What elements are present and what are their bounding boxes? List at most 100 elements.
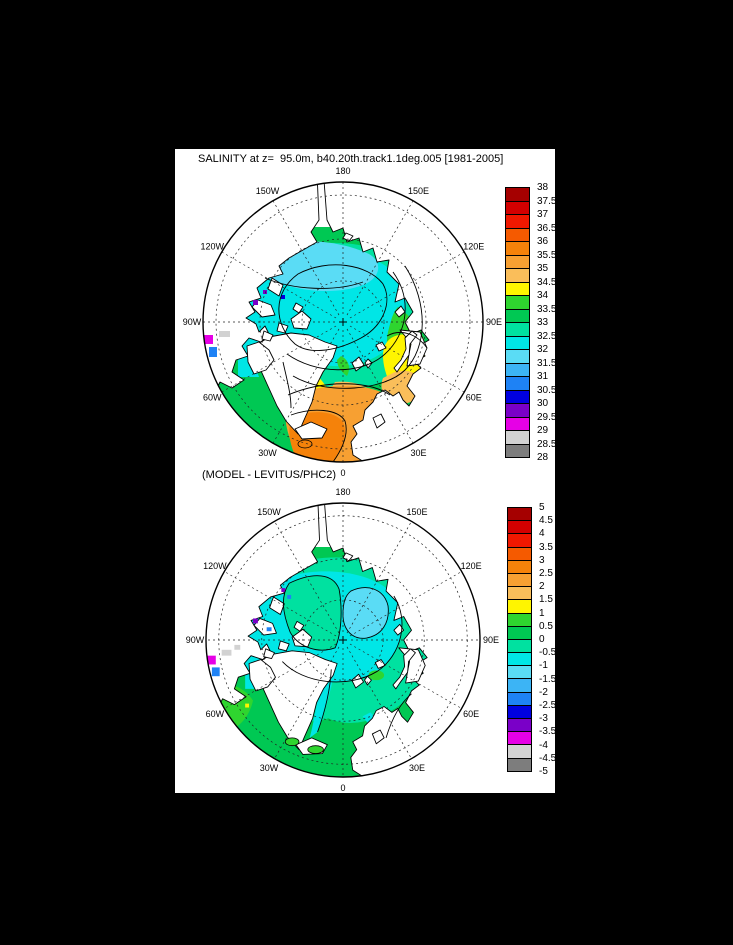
colorbar-box	[505, 416, 530, 431]
anomaly-spot	[221, 649, 232, 656]
colorbar-box	[507, 652, 532, 667]
coastline	[342, 552, 354, 562]
longitude-label: 0	[340, 468, 345, 478]
colorbar-box	[505, 241, 530, 256]
coastline	[392, 648, 416, 690]
colorbar-tick-label: 31.5	[537, 357, 557, 369]
colorbar-tick-label: 32	[537, 344, 549, 355]
colorbar-box	[507, 665, 532, 680]
contour-line	[264, 277, 364, 289]
contour-loop	[307, 745, 324, 754]
longitude-label: 150E	[406, 507, 427, 517]
colorbar-box	[507, 691, 532, 706]
colorbar-box	[507, 546, 532, 561]
longitude-label: 60E	[463, 709, 479, 719]
colorbar-tick-label: 37	[537, 209, 549, 220]
plot-panel: SALINITY at z= 95.0m, b40.20th.track1.1d…	[175, 149, 557, 793]
colorbar-box	[505, 295, 530, 310]
anomaly-spot	[252, 618, 258, 624]
coastline	[277, 640, 290, 652]
longitude-label: 30E	[410, 448, 426, 458]
coastline	[291, 628, 313, 648]
colorbar-tick-label: 1	[539, 607, 545, 619]
coastline	[393, 623, 405, 636]
colorbar-box	[507, 520, 532, 535]
colorbar-box	[507, 638, 532, 654]
coastline	[290, 310, 312, 330]
longitude-label: 30W	[260, 763, 279, 773]
longitude-label: 120W	[203, 561, 227, 571]
colorbar-tick-label: 0.5	[539, 620, 553, 632]
colorbar-tick-label: -1.5	[539, 673, 557, 685]
coastline	[372, 413, 386, 429]
colorbar-tick-label: -2.5	[539, 700, 557, 711]
colorbar-box	[507, 704, 532, 719]
longitude-label: 90W	[183, 317, 202, 327]
anomaly-spot	[245, 703, 250, 708]
contour-line	[287, 383, 391, 396]
contour-line	[282, 361, 292, 409]
colorbar-tick-label: 4.5	[539, 515, 553, 527]
colorbar-box	[505, 268, 530, 283]
colorbar-tick-label: 31	[537, 371, 549, 382]
colorbar-box	[507, 757, 532, 772]
colorbar-tick-label: 2	[539, 581, 545, 593]
colorbar-tick-label: 34.5	[537, 276, 557, 288]
colorbar-box	[505, 430, 530, 445]
panel1-title: SALINITY at z= 95.0m, b40.20th.track1.1d…	[198, 153, 504, 165]
anomaly-spot	[204, 335, 213, 344]
colorbar-box	[507, 718, 532, 733]
map-boundary	[205, 502, 481, 778]
colorbar-tick-label: 35	[537, 263, 549, 274]
colorbar-tick-label: 38	[537, 182, 549, 193]
longitude-label: 90W	[186, 635, 205, 645]
longitude-label: 60W	[203, 393, 222, 403]
colorbar-tick-label: -4	[539, 739, 548, 751]
longitude-label: 30E	[409, 763, 425, 773]
coastline	[294, 421, 328, 440]
colorbar-box	[505, 254, 530, 269]
colorbar-box	[505, 187, 530, 202]
colorbar-tick-label: -3	[539, 713, 548, 725]
ocean-region	[283, 575, 342, 651]
colorbar-tick-label: 34	[537, 290, 549, 301]
colorbar-tick-label: 3.5	[539, 541, 553, 553]
colorbar-tick-label: 28	[537, 452, 549, 463]
colorbar-box	[505, 322, 530, 337]
maps-svg: 180150E120E90E60E30E030W60W90W120W150W18…	[183, 166, 502, 793]
colorbar-box	[505, 308, 530, 323]
contour-line	[292, 265, 423, 389]
colorbar-box	[507, 559, 532, 574]
anomaly-spot	[211, 667, 220, 677]
coastline	[269, 596, 285, 615]
colorbar-tick-label: 4	[539, 528, 545, 540]
colorbar-tick-label: 36.5	[537, 222, 557, 234]
contour-loop	[368, 670, 385, 681]
colorbar-box	[505, 443, 530, 458]
contour-line	[290, 409, 347, 462]
colorbar-tick-label: -5	[539, 766, 548, 777]
colorbar-box	[505, 362, 530, 377]
contour-line	[317, 669, 332, 733]
colorbar-box	[507, 731, 532, 746]
colorbar-box	[507, 572, 532, 588]
longitude-label: 60W	[206, 709, 225, 719]
longitude-label: 60E	[466, 393, 482, 403]
anomaly-spot	[263, 290, 267, 294]
anomaly-spot	[209, 347, 217, 357]
longitude-label: 120E	[463, 242, 484, 252]
coastline	[248, 659, 276, 692]
colorbar-box	[507, 599, 532, 614]
coastline	[351, 673, 364, 689]
coastline	[364, 358, 373, 369]
anomaly-spot	[266, 627, 272, 632]
longitude-label: 30W	[258, 448, 277, 458]
coastline	[293, 620, 305, 632]
anomaly-spot	[253, 300, 258, 305]
coastline	[246, 341, 275, 375]
longitude-label: 180	[335, 166, 350, 176]
contour-loop	[284, 737, 300, 747]
salinity-map: 180 150E 120E 90E 60E 30E 0 30W 60W 90W 120W 150W	[183, 166, 502, 478]
coastline	[393, 330, 418, 373]
